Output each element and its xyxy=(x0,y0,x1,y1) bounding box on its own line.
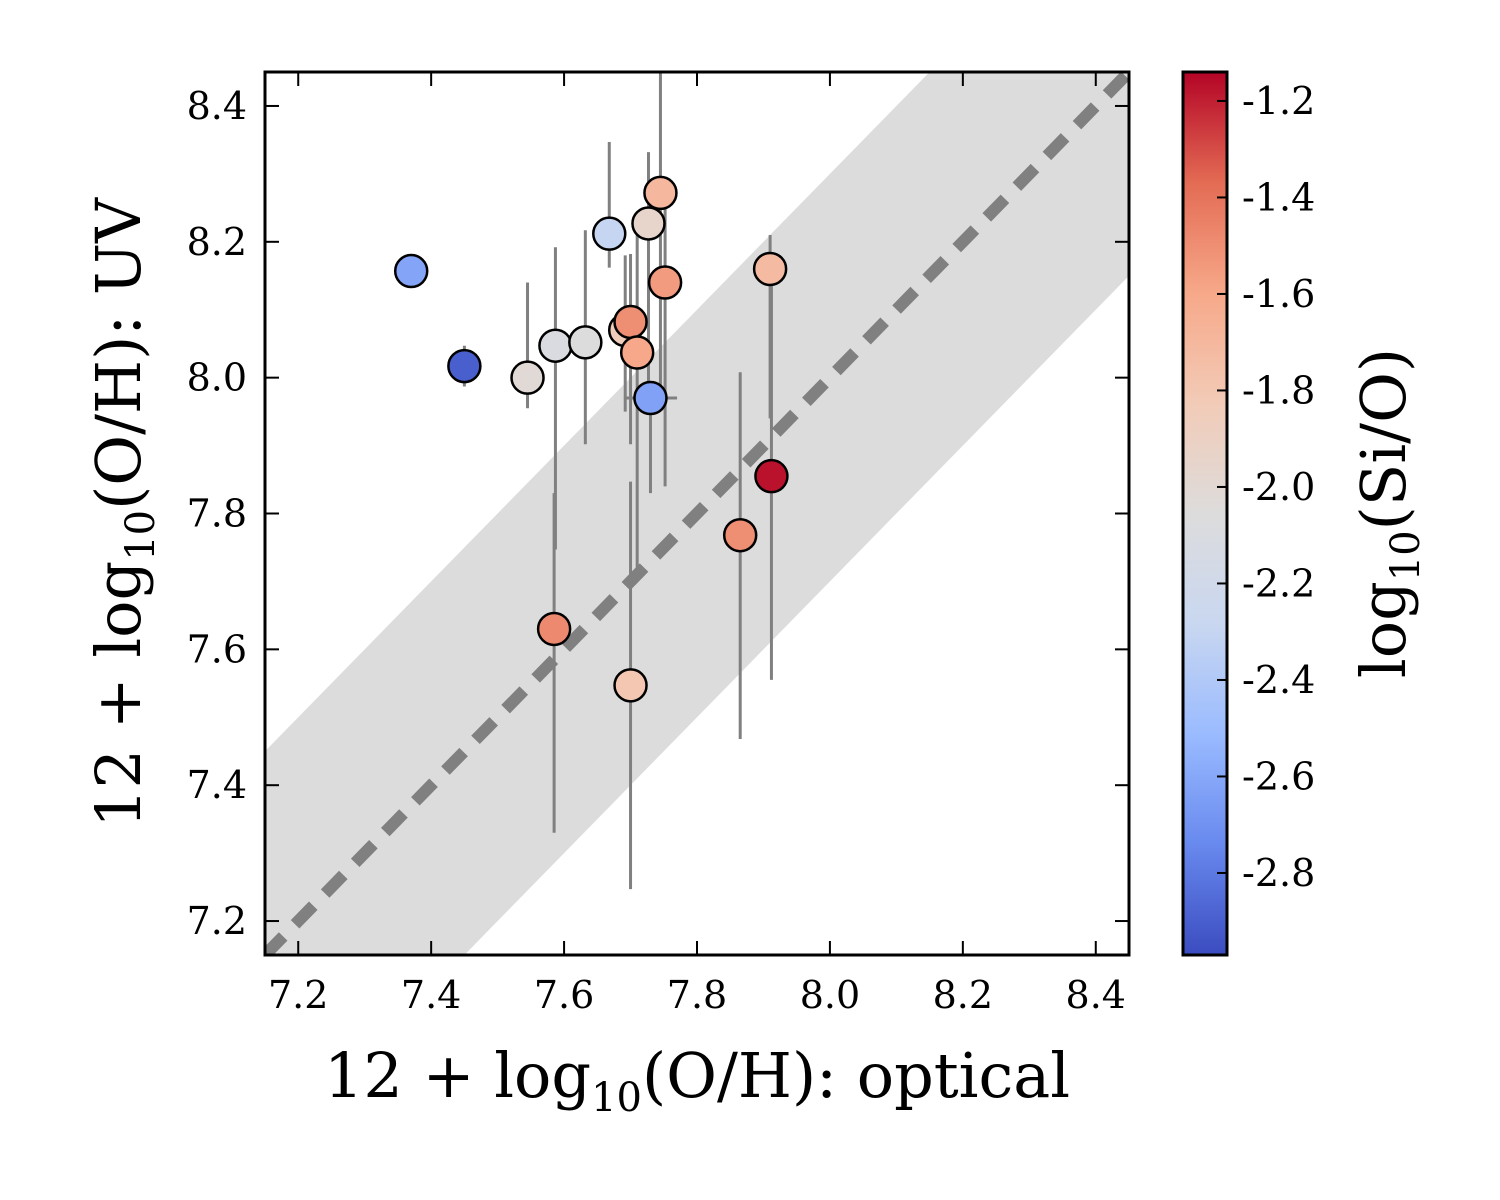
colorbar-tick-label-1: -1.4 xyxy=(1242,175,1315,219)
y-axis-label: 12 + log10(O/H): UV xyxy=(82,197,164,828)
y-tick-label-2: 7.6 xyxy=(187,627,247,671)
x-tick-label-2: 7.6 xyxy=(534,973,594,1017)
data-point-5 xyxy=(592,216,627,251)
data-point-12 xyxy=(633,380,668,416)
data-point-1 xyxy=(447,348,482,384)
y-tick-label-1: 7.4 xyxy=(187,763,247,807)
colorbar-ticks: -1.2 -1.4 -1.6 -1.8 -2.0 -2.2 -2.4 -2.6 -2.8 xyxy=(1217,79,1315,895)
colorbar-tick-label-3: -1.8 xyxy=(1242,368,1315,412)
x-axis-label: 12 + log10(O/H): optical xyxy=(324,1039,1070,1121)
data-point-0 xyxy=(393,253,429,289)
data-point-16 xyxy=(536,611,572,647)
data-point-13 xyxy=(752,251,788,287)
y-axis-ticks: 7.2 7.4 7.6 7.8 8.0 8.2 8.4 xyxy=(187,84,1129,943)
y-tick-label-0: 7.2 xyxy=(187,899,247,943)
data-point-4 xyxy=(568,325,603,360)
data-point-6 xyxy=(631,206,666,241)
data-point-10 xyxy=(613,304,648,340)
colorbar-tick-label-7: -2.6 xyxy=(1242,754,1315,798)
colorbar-tick-label-4: -2.0 xyxy=(1242,465,1315,509)
one-to-one-line xyxy=(265,72,1129,955)
colorbar-tick-label-6: -2.4 xyxy=(1242,658,1315,702)
data-point-17 xyxy=(613,668,648,703)
x-axis-ticks: 7.2 7.4 7.6 7.8 8.0 8.2 8.4 xyxy=(268,72,1126,1017)
data-point-8 xyxy=(647,265,683,300)
colorbar-tick-label-2: -1.6 xyxy=(1242,272,1315,316)
y-tick-label-6: 8.4 xyxy=(187,84,247,128)
data-point-3 xyxy=(538,328,573,363)
data-points xyxy=(393,175,789,703)
x-tick-label-6: 8.4 xyxy=(1066,973,1126,1017)
x-tick-label-5: 8.2 xyxy=(933,973,993,1017)
y-tick-label-3: 7.8 xyxy=(187,492,247,536)
data-point-15 xyxy=(722,517,758,553)
x-tick-label-1: 7.4 xyxy=(401,973,461,1017)
data-point-2 xyxy=(510,360,545,395)
data-point-7 xyxy=(643,175,678,211)
colorbar-tick-label-5: -2.2 xyxy=(1242,561,1315,605)
x-tick-label-0: 7.2 xyxy=(268,973,328,1017)
y-tick-label-5: 8.2 xyxy=(187,220,247,264)
colorbar-tick-label-0: -1.2 xyxy=(1242,79,1315,123)
data-point-14 xyxy=(754,458,789,494)
colorbar-tick-label-8: -2.8 xyxy=(1242,851,1315,895)
colorbar-label: log10(Si/O) xyxy=(1347,348,1429,678)
data-point-11 xyxy=(619,335,655,370)
y-tick-label-4: 8.0 xyxy=(187,356,247,400)
x-tick-label-3: 7.8 xyxy=(667,973,727,1017)
x-tick-label-4: 8.0 xyxy=(800,973,860,1017)
colorbar xyxy=(1181,70,1229,957)
